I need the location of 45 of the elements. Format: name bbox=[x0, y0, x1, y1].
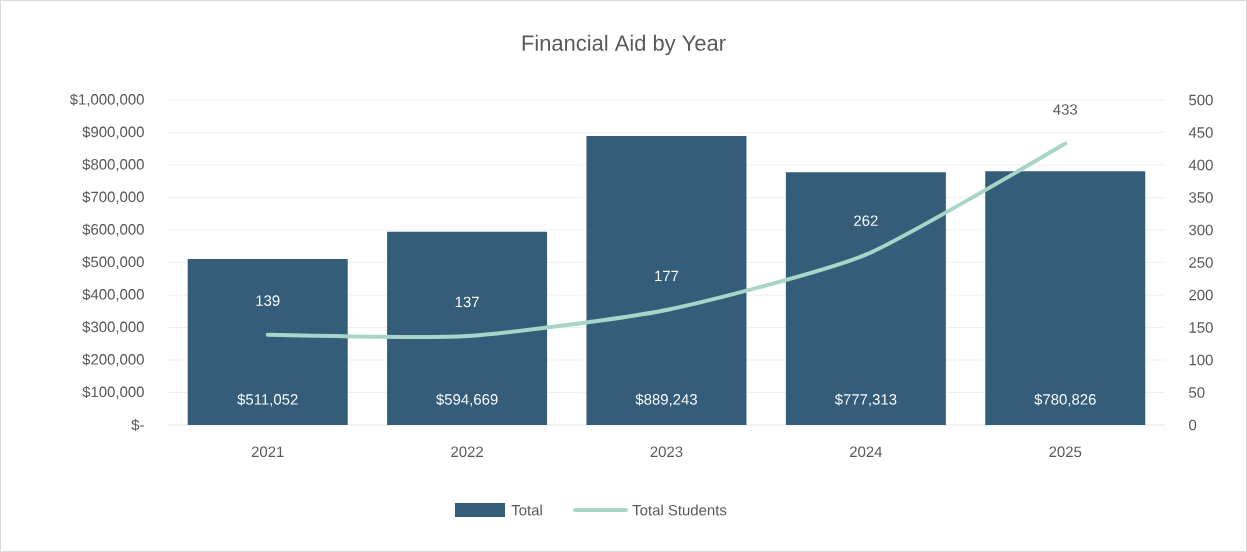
data-label: $780,826 bbox=[1034, 393, 1096, 407]
x-tick-label: 2022 bbox=[451, 446, 483, 458]
data-label: 139 bbox=[256, 295, 280, 306]
data-label: $889,243 bbox=[635, 393, 697, 407]
y2-tick-label: 400 bbox=[1188, 159, 1213, 171]
x-tick-label: 2023 bbox=[650, 446, 683, 458]
y-tick-label: $600,000 bbox=[82, 223, 144, 237]
legend-label: Total bbox=[511, 504, 542, 516]
y-tick-label: $700,000 bbox=[82, 191, 144, 204]
y-tick-label: $400,000 bbox=[82, 288, 144, 302]
y-tick-label: $200,000 bbox=[82, 353, 144, 367]
y-tick-label: $900,000 bbox=[82, 126, 144, 139]
y-tick-label: $- bbox=[131, 418, 144, 432]
y2-tick-label: 350 bbox=[1189, 192, 1213, 203]
y2-tick-label: 50 bbox=[1189, 387, 1205, 398]
bar bbox=[187, 258, 348, 425]
y-tick-label: $300,000 bbox=[82, 321, 144, 334]
bar bbox=[985, 171, 1146, 425]
data-label: $511,052 bbox=[237, 393, 298, 407]
y2-tick-label: 0 bbox=[1189, 419, 1197, 431]
y2-tick-label: 500 bbox=[1189, 94, 1213, 106]
chart-title: Financial Aid by Year bbox=[522, 34, 726, 56]
data-label: 262 bbox=[854, 215, 878, 226]
y2-tick-label: 250 bbox=[1189, 257, 1213, 268]
bar bbox=[785, 172, 946, 425]
y-tick-label: $800,000 bbox=[82, 158, 144, 172]
y2-tick-label: 200 bbox=[1189, 289, 1213, 301]
y-tick-label: $100,000 bbox=[82, 386, 144, 399]
data-label: 177 bbox=[655, 270, 679, 282]
bar bbox=[586, 135, 747, 425]
data-label: $594,669 bbox=[436, 393, 498, 407]
legend-label: Total Students bbox=[632, 504, 727, 516]
y2-tick-label: 150 bbox=[1189, 322, 1213, 333]
y-tick-label: $500,000 bbox=[82, 256, 144, 269]
x-tick-label: 2024 bbox=[849, 446, 883, 458]
x-tick-label: 2025 bbox=[1049, 446, 1082, 458]
bar bbox=[387, 231, 548, 425]
x-tick-label: 2021 bbox=[251, 446, 284, 458]
y2-tick-label: 100 bbox=[1189, 354, 1213, 366]
data-label: $777,313 bbox=[834, 393, 897, 407]
y2-tick-label: 450 bbox=[1188, 127, 1213, 138]
data-label: 433 bbox=[1053, 104, 1078, 115]
y2-tick-label: 300 bbox=[1189, 224, 1213, 236]
data-label: 137 bbox=[455, 296, 479, 308]
y-tick-label: $1,000,000 bbox=[69, 93, 144, 107]
